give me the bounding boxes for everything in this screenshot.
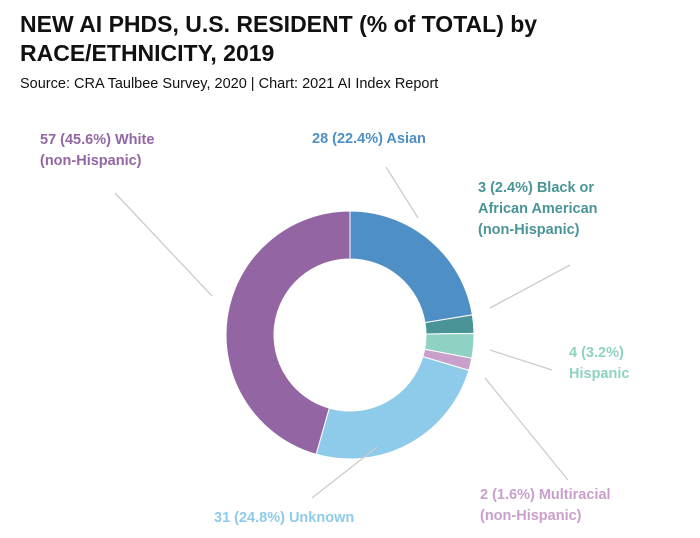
leader-line — [489, 349, 553, 371]
leader-line — [385, 166, 419, 219]
data-label: 3 (2.4%) Black or African American (non-Hi… — [478, 178, 598, 241]
leader-line — [114, 192, 213, 297]
data-label-line: (non-Hispanic) — [40, 153, 142, 169]
data-label-line: 28 (22.4%) Asian — [312, 131, 426, 147]
leader-line — [311, 446, 378, 499]
data-label: 57 (45.6%) White (non-Hispanic) — [40, 130, 154, 172]
data-label: 31 (24.8%) Unknown — [214, 508, 354, 529]
data-label-line: (non-Hispanic) — [478, 222, 580, 238]
data-label-line: 4 (3.2%) — [569, 345, 624, 361]
data-label: 2 (1.6%) Multiracial (non-Hispanic) — [480, 485, 611, 527]
slice-unknown — [315, 356, 470, 460]
data-label-line: African American — [478, 201, 598, 217]
data-label-line: 57 (45.6%) White — [40, 132, 155, 148]
data-label-line: 31 (24.8%) Unknown — [214, 510, 355, 526]
data-label-line: 3 (2.4%) Black or — [478, 180, 595, 196]
slice-asian — [349, 210, 473, 324]
data-label-line: 2 (1.6%) Multiracial — [480, 487, 611, 503]
leader-line — [484, 377, 569, 481]
data-label-line: (non-Hispanic) — [480, 508, 582, 524]
data-label: 28 (22.4%) Asian — [312, 129, 426, 150]
slice-white-non-hispanic — [225, 210, 351, 455]
data-label: 4 (3.2%) Hispanic — [569, 343, 629, 385]
chart-subtitle: Source: CRA Taulbee Survey, 2020 | Chart… — [20, 76, 439, 92]
data-label-line: Hispanic — [569, 366, 630, 382]
leader-line — [489, 264, 571, 309]
chart-title: NEW AI PHDS, U.S. RESIDENT (% of TOTAL) … — [20, 11, 538, 66]
